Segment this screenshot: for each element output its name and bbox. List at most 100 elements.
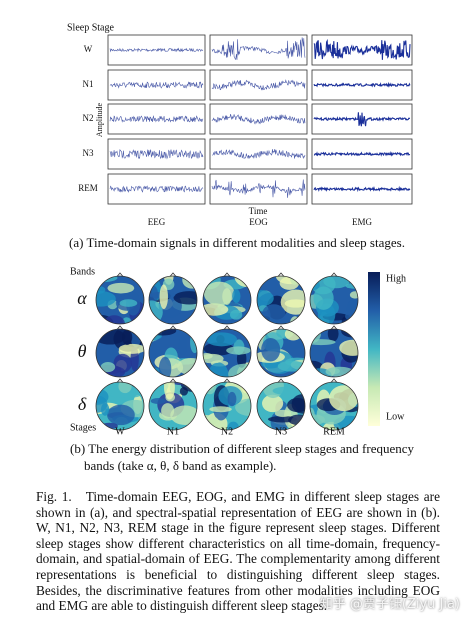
signal-trace	[313, 112, 410, 127]
head-nose	[223, 272, 231, 277]
topomap	[203, 329, 251, 377]
topomap-blob	[208, 362, 229, 377]
topomap	[310, 276, 358, 324]
topomap-blob	[272, 386, 305, 396]
head-outline	[202, 381, 252, 431]
band-label: α	[77, 288, 87, 308]
head-nose	[330, 325, 338, 330]
head-nose	[330, 378, 338, 383]
topomap-blob	[107, 282, 135, 294]
topomap-blob	[240, 382, 251, 394]
bands-label: Bands	[70, 266, 95, 277]
colorbar-high: High	[386, 273, 406, 284]
head-nose	[169, 272, 177, 277]
topomap-blob	[257, 290, 274, 307]
caption-a: (a) Time-domain signals in different mod…	[69, 235, 405, 250]
stage-column-label: N3	[275, 426, 287, 437]
topomap	[257, 276, 305, 324]
topomap-blob	[122, 329, 133, 345]
signal-trace	[211, 79, 306, 91]
head-outline	[202, 275, 252, 325]
topomap-blob	[339, 339, 358, 356]
head-outline	[95, 381, 145, 431]
topomap	[149, 276, 197, 324]
topomap-blob	[96, 290, 116, 307]
signal-trace	[313, 151, 411, 157]
band-label: δ	[78, 394, 87, 414]
modality-label: EMG	[352, 217, 373, 227]
topomap-blob	[274, 409, 292, 418]
topomap-blob	[327, 329, 339, 342]
signal-panel	[209, 173, 308, 205]
head-outline	[309, 328, 359, 378]
topomap-blob	[346, 298, 358, 319]
head-outline	[309, 275, 359, 325]
signal-trace	[313, 81, 411, 88]
topomap-blob	[229, 309, 243, 320]
topomap-blob	[281, 338, 305, 349]
topomap-blob	[178, 336, 188, 356]
topomap-blob	[163, 382, 175, 400]
caption-b-line2: bands (take α, θ, δ band as example).	[84, 458, 276, 473]
signal-panel	[209, 69, 308, 101]
topomap-blob	[203, 352, 213, 360]
colorbar	[368, 272, 380, 426]
topomap-blob	[100, 402, 110, 416]
head-outline	[148, 275, 198, 325]
topomap-blob	[180, 382, 197, 392]
stage-column-label: N1	[167, 426, 179, 437]
head-outline	[148, 381, 198, 431]
modality-label: EEG	[148, 217, 166, 227]
head-outline	[95, 275, 145, 325]
signal-panel	[209, 34, 308, 66]
stage-label: W	[84, 44, 93, 54]
stage-label: N3	[83, 148, 94, 158]
head-nose	[169, 378, 177, 383]
topomap	[149, 382, 197, 430]
watermark: 知乎 @贾子钰(Ziyu Jia)	[319, 597, 460, 612]
topomap-blob	[310, 339, 336, 346]
stages-label: Stages	[70, 422, 96, 433]
signal-trace	[109, 149, 204, 160]
topomap-blob	[310, 329, 321, 343]
topomap-blob	[226, 346, 251, 355]
signal-panel	[107, 138, 206, 170]
topomap-blob	[203, 281, 235, 306]
topomap-blob	[284, 299, 305, 308]
head-nose	[277, 325, 285, 330]
topomap-blob	[100, 361, 116, 373]
topomap-blob	[119, 299, 138, 307]
head-outline	[256, 328, 306, 378]
topomap-blob	[209, 406, 232, 413]
modality-label: EOG	[249, 217, 268, 227]
signal-trace	[109, 115, 204, 123]
topomap-blob	[110, 391, 141, 399]
topomap-blob	[107, 404, 135, 426]
topomap-blob	[261, 338, 281, 362]
topomap-blob	[173, 291, 197, 305]
stage-label: REM	[78, 183, 98, 193]
topomap-blob	[290, 316, 301, 324]
topomap-blob	[177, 358, 197, 375]
head-nose	[277, 272, 285, 277]
topomap	[96, 382, 144, 430]
head-nose	[277, 378, 285, 383]
head-nose	[223, 325, 231, 330]
topomap-blob	[262, 394, 284, 413]
topomap-blob	[345, 282, 358, 289]
stage-column-label: REM	[323, 426, 345, 437]
topomap-blob	[329, 385, 358, 412]
signal-trace	[211, 37, 306, 60]
head-outline	[202, 328, 252, 378]
stage-column-label: W	[115, 426, 125, 437]
stage-label: N1	[83, 79, 94, 89]
head-nose	[330, 272, 338, 277]
topomap-blob	[149, 331, 162, 341]
topomap	[203, 382, 251, 430]
topomap-blob	[313, 286, 334, 310]
head-outline	[256, 275, 306, 325]
figure-label: Fig. 1.	[36, 489, 72, 504]
topomap-blob	[206, 332, 238, 347]
topomap-blob	[288, 414, 305, 426]
